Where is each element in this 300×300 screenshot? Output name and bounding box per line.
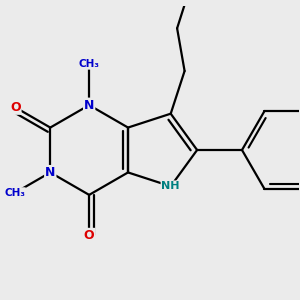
Text: O: O: [10, 101, 21, 114]
Text: NH: NH: [161, 181, 180, 191]
Text: N: N: [45, 166, 56, 179]
Text: CH₃: CH₃: [4, 188, 25, 198]
Text: CH₃: CH₃: [79, 59, 100, 69]
Text: O: O: [84, 229, 94, 242]
Text: N: N: [84, 99, 94, 112]
